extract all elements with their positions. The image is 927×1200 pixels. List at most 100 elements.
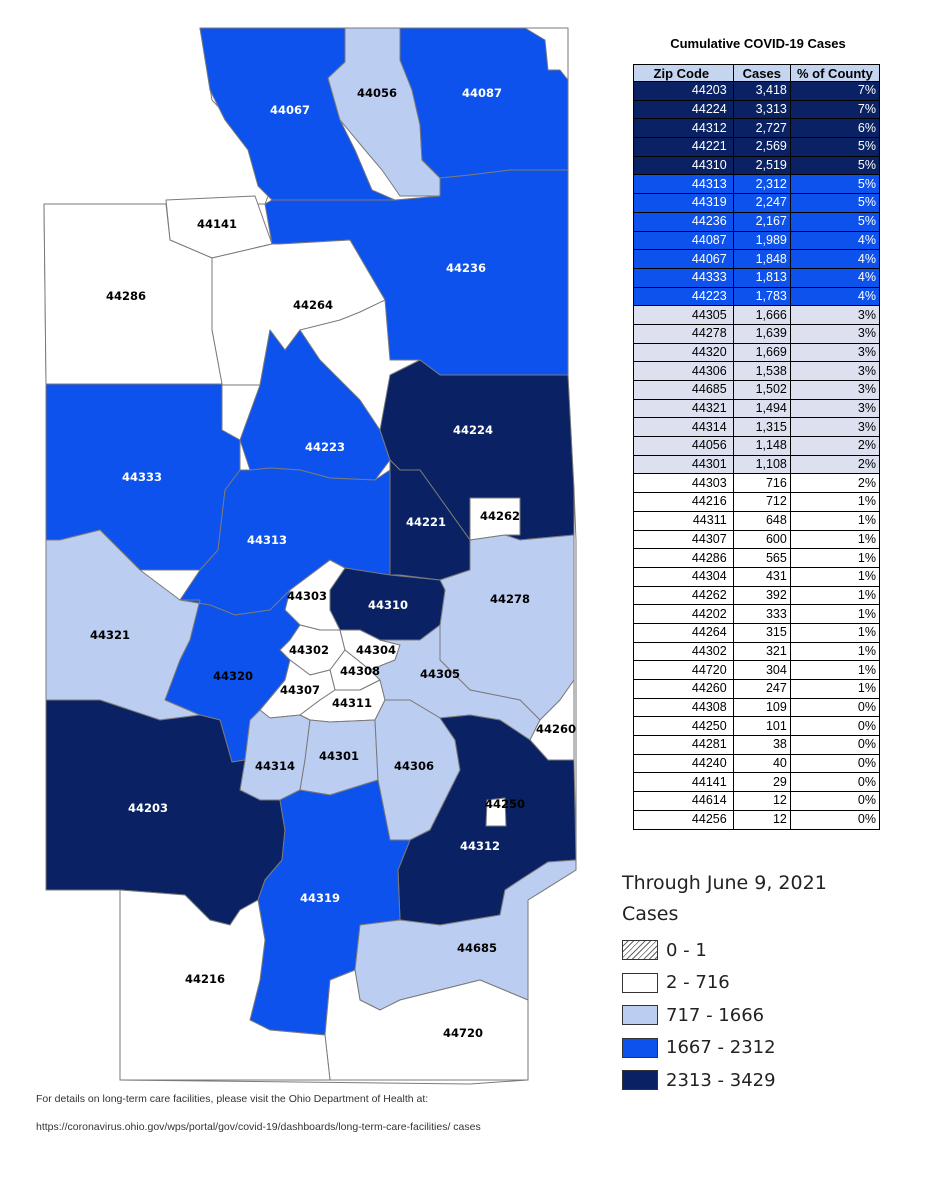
cell-zip-code: 44307 <box>633 529 734 550</box>
table-row: 44224 3,313 7% <box>633 99 881 120</box>
zip-label: 44320 <box>213 669 253 683</box>
cell-percent: 4% <box>789 249 881 269</box>
zip-region-44262 <box>469 497 521 541</box>
cell-cases: 1,813 <box>732 267 791 288</box>
table-row: 44262 392 1% <box>633 585 881 606</box>
zip-label: 44308 <box>340 664 380 678</box>
zip-label: 44310 <box>368 598 408 612</box>
cell-percent: 7% <box>789 99 881 120</box>
cell-zip-code: 44202 <box>633 604 734 624</box>
table-row: 44310 2,519 5% <box>633 155 881 176</box>
footnote-text: For details on long-term care facilities… <box>36 1093 429 1105</box>
cell-percent: 3% <box>789 417 881 438</box>
cell-percent: 1% <box>789 679 881 699</box>
cell-zip-code: 44250 <box>633 716 734 737</box>
cell-zip-code: 44221 <box>633 137 734 157</box>
cell-cases: 2,312 <box>732 174 791 195</box>
cell-cases: 565 <box>732 548 791 568</box>
cell-cases: 315 <box>732 622 791 643</box>
table-row: 44303 716 2% <box>633 473 881 494</box>
cell-cases: 321 <box>732 641 791 662</box>
cell-zip-code: 44216 <box>633 492 734 512</box>
table-row: 44302 321 1% <box>633 641 881 662</box>
zip-label: 44221 <box>406 515 446 529</box>
legend-title: Cases <box>622 903 679 925</box>
zip-label: 44307 <box>280 683 320 697</box>
zip-label: 44203 <box>128 801 168 815</box>
cell-cases: 392 <box>732 585 791 606</box>
cell-cases: 12 <box>732 809 791 830</box>
zip-label: 44216 <box>185 972 225 986</box>
table-row: 44216 712 1% <box>633 492 881 512</box>
zip-region-44250 <box>485 797 507 827</box>
zip-region-44720 <box>324 969 529 1081</box>
table-row: 44304 431 1% <box>633 566 881 587</box>
legend-item: 2313 - 3429 <box>622 1064 827 1097</box>
cell-zip-code: 44281 <box>633 735 734 755</box>
cell-percent: 2% <box>789 454 881 475</box>
cell-percent: 1% <box>789 548 881 568</box>
legend-swatch <box>622 972 658 993</box>
zip-label: 44250 <box>485 797 525 811</box>
zip-label: 44236 <box>446 261 486 275</box>
cell-cases: 2,519 <box>732 155 791 176</box>
zip-label: 44223 <box>305 440 345 454</box>
cell-percent: 2% <box>789 436 881 456</box>
cell-zip-code: 44286 <box>633 548 734 568</box>
cell-zip-code: 44278 <box>633 323 734 344</box>
cell-cases: 12 <box>732 791 791 811</box>
table-row: 44203 3,418 7% <box>633 81 881 101</box>
legend-label: 1667 - 2312 <box>666 1037 776 1059</box>
zip-label: 44685 <box>457 941 497 955</box>
cell-cases: 1,848 <box>732 249 791 269</box>
zip-region-44314 <box>239 709 311 801</box>
cell-percent: 1% <box>789 510 881 531</box>
table-header-row: Zip Code Cases % of County <box>633 64 881 82</box>
cell-percent: 0% <box>789 716 881 737</box>
table-row: 44720 304 1% <box>633 660 881 680</box>
cell-percent: 5% <box>789 137 881 157</box>
cell-cases: 600 <box>732 529 791 550</box>
table-row: 44314 1,315 3% <box>633 417 881 438</box>
cell-zip-code: 44236 <box>633 211 734 232</box>
zip-label: 44306 <box>394 759 434 773</box>
cell-percent: 1% <box>789 641 881 662</box>
zip-label: 44301 <box>319 749 359 763</box>
legend-swatch <box>622 1070 658 1091</box>
cell-zip-code: 44305 <box>633 305 734 325</box>
table-row: 44141 29 0% <box>633 772 881 793</box>
zip-label: 44304 <box>356 643 396 657</box>
table-row: 44250 101 0% <box>633 716 881 737</box>
cell-zip-code: 44056 <box>633 436 734 456</box>
cell-percent: 2% <box>789 473 881 494</box>
cell-zip-code: 44203 <box>633 81 734 101</box>
zip-label: 44286 <box>106 289 146 303</box>
cell-percent: 5% <box>789 174 881 195</box>
legend-date: Through June 9, 2021 <box>622 872 827 894</box>
map-regions <box>43 27 577 1085</box>
cell-cases: 431 <box>732 566 791 587</box>
table-row: 44067 1,848 4% <box>633 249 881 269</box>
cell-percent: 5% <box>789 193 881 213</box>
header-zip-code: Zip Code <box>633 64 734 82</box>
cell-cases: 109 <box>732 697 791 718</box>
table-row: 44286 565 1% <box>633 548 881 568</box>
legend-item: 2 - 716 <box>622 967 827 1000</box>
cell-cases: 1,315 <box>732 417 791 438</box>
header-cases: Cases <box>732 64 791 82</box>
cell-zip-code: 44313 <box>633 174 734 195</box>
cell-percent: 3% <box>789 361 881 381</box>
cell-cases: 716 <box>732 473 791 494</box>
cell-cases: 1,538 <box>732 361 791 381</box>
cell-cases: 1,639 <box>732 323 791 344</box>
cell-zip-code: 44302 <box>633 641 734 662</box>
cell-cases: 1,494 <box>732 398 791 419</box>
cell-cases: 3,313 <box>732 99 791 120</box>
table-row: 44301 1,108 2% <box>633 454 881 475</box>
cell-zip-code: 44304 <box>633 566 734 587</box>
table-row: 44319 2,247 5% <box>633 193 881 213</box>
cell-zip-code: 44314 <box>633 417 734 438</box>
zip-label: 44260 <box>536 722 576 736</box>
table-row: 44240 40 0% <box>633 753 881 774</box>
zip-label: 44262 <box>480 509 520 523</box>
